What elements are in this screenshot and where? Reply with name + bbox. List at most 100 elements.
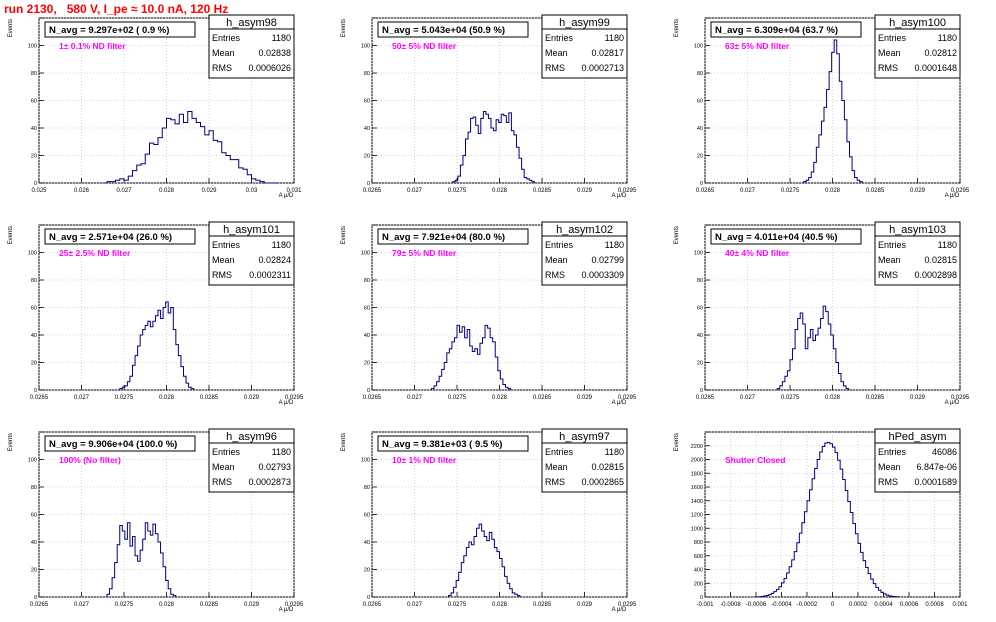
stats-value: 1180 [272,240,291,250]
x-tick-label: 0.0275 [781,188,800,194]
stats-title: h_asym99 [559,17,610,29]
x-tick-label: 0.0002 [849,602,868,608]
y-tick-label: 800 [694,540,703,546]
x-tick-label: 0.029 [577,395,593,401]
stats-key: RMS [212,63,232,73]
y-tick-label: 0 [367,388,370,394]
y-tick-label: 0 [700,595,703,601]
y-tick-label: 1600 [691,485,703,491]
y-tick-label: 40 [697,333,703,339]
navg-box [44,21,196,38]
x-axis-label: A μ/D [612,193,627,199]
x-tick-label: 0.025 [31,188,47,194]
y-tick-label: 200 [694,581,703,587]
stats-title: h_asym97 [559,431,610,443]
navg-text: N_avg = 9.297e+02 ( 0.9 %) [49,25,169,36]
stats-value: 0.0001648 [914,63,957,73]
stats-title: hPed_asym [888,431,946,443]
x-tick-label: 0.0004 [874,602,893,608]
x-tick-label: 0.0285 [866,395,885,401]
x-tick-label: 0.028 [159,395,175,401]
y-tick-label: 60 [364,99,370,105]
x-tick-label: 0.0275 [448,188,467,194]
stats-title: h_asym103 [889,224,946,236]
y-tick-label: 100 [28,44,37,50]
x-tick-label: 0.0275 [781,395,800,401]
filter-annotation: 1± 0.1% ND filter [59,41,126,51]
x-tick-label: 0.0295 [618,602,637,608]
x-tick-label: 0.0265 [363,602,382,608]
filter-annotation: 10± 1% ND filter [392,455,457,465]
y-tick-label: 2200 [691,444,703,450]
y-tick-label: 80 [697,71,703,77]
y-tick-label: 0 [367,595,370,601]
stats-key: Entries [545,447,574,457]
stats-value: 0.0001689 [914,477,957,487]
y-tick-label: 40 [31,540,37,546]
x-tick-label: 0.027 [740,395,756,401]
histogram-series [102,111,277,184]
histogram-series [776,305,850,390]
stats-value: 1180 [605,447,624,457]
y-axis-label: Events [8,19,14,37]
y-tick-label: 0 [34,388,37,394]
y-tick-label: 1200 [691,513,703,519]
stats-value: 0.02824 [258,255,291,265]
y-tick-label: 0 [700,388,703,394]
y-tick-label: 40 [697,126,703,132]
stats-value: 0.0002311 [249,270,291,280]
stats-key: RMS [878,477,898,487]
stats-key: Mean [545,48,568,58]
y-tick-label: 0 [700,181,703,187]
stats-value: 0.0003309 [581,270,624,280]
y-tick-label: 40 [31,126,37,132]
x-tick-label: 0.0285 [533,188,552,194]
x-tick-label: 0.029 [577,602,593,608]
stats-key: Entries [545,33,574,43]
x-tick-label: 0.0006 [900,602,919,608]
y-axis-label: Events [674,19,680,37]
navg-text: N_avg = 2.571e+04 (26.0 %) [49,232,172,243]
x-tick-label: 0.028 [159,188,175,194]
stats-key: Mean [878,462,901,472]
x-tick-label: 0.029 [910,188,926,194]
y-axis-label: Events [341,226,347,244]
stats-value: 1180 [605,240,624,250]
stats-title: h_asym96 [226,431,277,443]
x-tick-label: 0.028 [825,188,841,194]
y-tick-label: 60 [364,306,370,312]
stats-key: RMS [212,477,232,487]
x-tick-label: 0.027 [407,602,423,608]
x-tick-label: 0.0285 [200,395,219,401]
x-tick-label: -0.0006 [746,602,767,608]
y-tick-label: 100 [694,44,703,50]
x-tick-label: 0.029 [577,188,593,194]
y-tick-label: 20 [31,154,37,160]
y-tick-label: 100 [28,251,37,257]
x-tick-label: 0.0265 [696,395,715,401]
y-axis-label: Events [674,433,680,451]
y-tick-label: 0 [367,181,370,187]
navg-text: N_avg = 9.906e+04 (100.0 %) [49,439,177,450]
stats-key: Mean [878,255,901,265]
y-tick-label: 80 [364,71,370,77]
x-tick-label: 0.0295 [618,188,637,194]
filter-annotation: Shutter Closed [725,455,785,465]
stats-box [874,428,961,493]
stats-title: h_asym101 [223,224,280,236]
stats-key: Entries [212,33,241,43]
stats-value: 1180 [605,33,624,43]
x-tick-label: 0.028 [492,188,508,194]
y-tick-label: 600 [694,554,703,560]
x-tick-label: 0.0295 [951,395,970,401]
y-tick-label: 80 [31,71,37,77]
x-tick-label: 0.0265 [363,395,382,401]
filter-annotation: 50± 5% ND filter [392,41,457,51]
x-axis-label: A μ/D [612,607,627,613]
x-tick-label: -0.0008 [720,602,741,608]
y-tick-label: 100 [694,251,703,257]
stats-value: 0.02812 [924,48,957,58]
stats-key: Entries [212,447,241,457]
y-tick-label: 2000 [691,458,703,464]
